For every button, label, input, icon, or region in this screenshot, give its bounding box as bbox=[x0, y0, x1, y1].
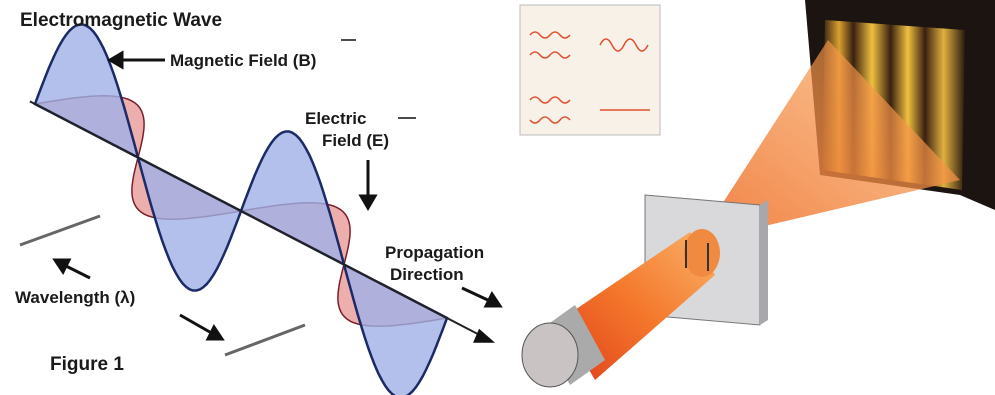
propagation-label: Direction bbox=[390, 265, 464, 284]
electric-label: Field (E) bbox=[322, 131, 389, 150]
interference-illustration bbox=[520, 0, 995, 387]
caption: Figure 1 bbox=[50, 354, 124, 375]
electric-label: Electric bbox=[305, 109, 366, 128]
magnetic-lobe bbox=[138, 158, 241, 291]
magnetic-lobe bbox=[241, 132, 344, 265]
lens-face bbox=[522, 323, 578, 387]
magnetic-lobe bbox=[35, 25, 138, 158]
wavelength-label: Wavelength (λ) bbox=[15, 288, 135, 307]
beam-end bbox=[684, 229, 720, 277]
figure: Electromagnetic Wave Magnetic Field (B) … bbox=[0, 0, 995, 395]
plate-edge bbox=[760, 200, 768, 325]
title: Electromagnetic Wave bbox=[20, 10, 222, 31]
axis-head bbox=[473, 329, 495, 343]
magnetic-label: Magnetic Field (B) bbox=[170, 51, 316, 70]
propagation-label: Propagation bbox=[385, 243, 484, 262]
magnetic-lobe bbox=[344, 265, 447, 395]
inset bbox=[520, 5, 660, 135]
